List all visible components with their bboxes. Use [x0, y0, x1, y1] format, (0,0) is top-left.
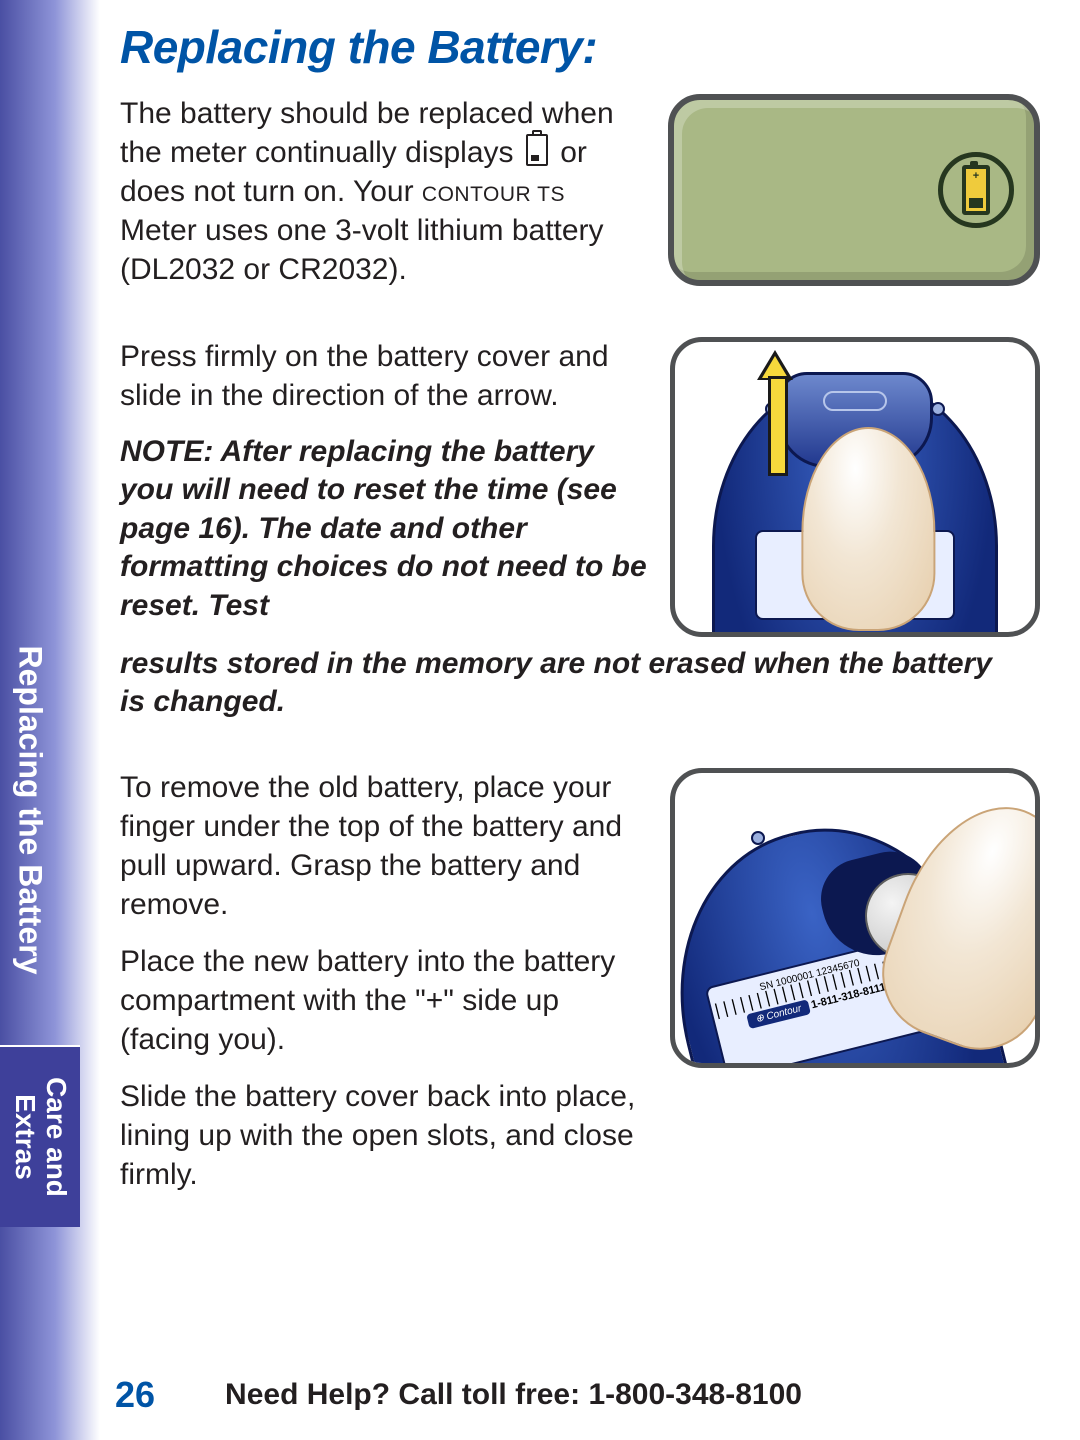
side-tab-section-label: Replacing the Battery — [12, 646, 49, 975]
illustration-slide-cover: SN 1000 670 ||||||||| || ⊕ Contour — [670, 337, 1040, 637]
intro-text: The battery should be replaced when the … — [120, 94, 648, 307]
para4: Place the new battery into the battery c… — [120, 942, 650, 1059]
para5: Slide the battery cover back into place,… — [120, 1077, 650, 1194]
row-remove-battery: To remove the old battery, place your fi… — [120, 768, 1040, 1212]
up-arrow-icon — [760, 350, 790, 470]
para1c: Meter uses one 3-volt lithium battery (D… — [120, 214, 604, 286]
battery-icon: + — [962, 165, 990, 215]
illustration-remove-battery: SN 1000001 12345670 ||||||||||||||||||||… — [670, 768, 1040, 1068]
battery-circle-icon: + — [938, 152, 1014, 228]
remove-battery-text: To remove the old battery, place your fi… — [120, 768, 650, 1212]
page-title: Replacing the Battery: — [120, 20, 1040, 74]
illustration-lcd: + — [668, 94, 1040, 286]
note-part1: NOTE: After replacing the battery you wi… — [120, 433, 650, 625]
low-battery-icon — [526, 134, 548, 166]
side-tab-chapter-label: Care and Extras — [9, 1077, 71, 1197]
side-tab-chapter: Care and Extras — [0, 1045, 80, 1227]
thumb-icon — [801, 427, 935, 631]
meter-name: Contour TS — [422, 175, 565, 208]
para3: To remove the old battery, place your fi… — [120, 768, 650, 924]
row-intro: The battery should be replaced when the … — [120, 94, 1040, 307]
side-tab-section: Replacing the Battery — [0, 600, 64, 1020]
row-slide-cover: Press firmly on the battery cover and sl… — [120, 337, 1040, 643]
note-part2: results stored in the memory are not era… — [120, 645, 1000, 722]
para2: Press firmly on the battery cover and sl… — [120, 337, 650, 415]
slide-cover-text: Press firmly on the battery cover and sl… — [120, 337, 650, 643]
